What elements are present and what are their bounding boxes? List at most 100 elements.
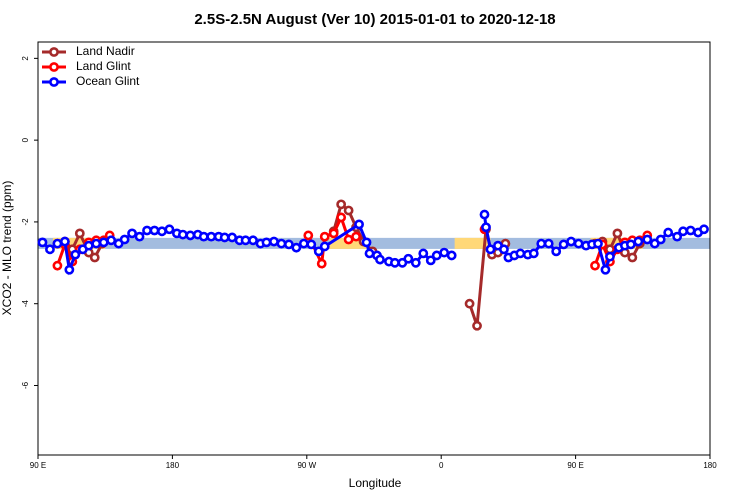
- data-point: [306, 239, 317, 250]
- data-point: [605, 251, 615, 262]
- series-line: [57, 201, 642, 327]
- chart-title: 2.5S-2.5N August (Ver 10) 2015-01-01 to …: [194, 11, 555, 28]
- data-point: [558, 239, 569, 250]
- y-tick-label: -6: [21, 381, 30, 389]
- data-point: [70, 249, 81, 260]
- data-point: [319, 241, 330, 252]
- data-point: [343, 234, 354, 245]
- data-point: [157, 226, 167, 237]
- data-point: [219, 232, 230, 243]
- data-point: [566, 236, 577, 247]
- data-point: [439, 247, 450, 258]
- data-point: [74, 228, 85, 239]
- background-band: [38, 237, 710, 249]
- data-point: [52, 238, 63, 249]
- data-point: [573, 238, 584, 249]
- data-point: [685, 225, 696, 236]
- data-point: [590, 260, 600, 271]
- data-point: [185, 230, 196, 241]
- data-point: [536, 238, 547, 249]
- data-point: [291, 242, 302, 253]
- legend-marker: [49, 77, 59, 87]
- data-point: [177, 229, 188, 240]
- data-point: [45, 244, 55, 255]
- data-point: [52, 260, 63, 271]
- data-point: [464, 298, 475, 309]
- data-point: [227, 232, 238, 243]
- data-point: [364, 248, 375, 259]
- data-point: [627, 252, 638, 263]
- data-point: [354, 219, 364, 230]
- data-point: [515, 248, 526, 259]
- data-point: [149, 225, 160, 236]
- data-point: [313, 246, 324, 257]
- data-point: [316, 258, 327, 269]
- data-point: [269, 236, 279, 247]
- data-point: [612, 228, 623, 239]
- data-point: [248, 235, 258, 246]
- x-tick-label: 0: [439, 461, 444, 470]
- y-tick-label: 2: [21, 56, 30, 61]
- data-point: [655, 234, 666, 245]
- data-point: [59, 236, 70, 247]
- data-point: [528, 248, 539, 259]
- data-point: [361, 237, 372, 248]
- data-point: [375, 254, 385, 265]
- data-point: [89, 252, 100, 263]
- data-point: [663, 227, 674, 238]
- x-tick-label: 180: [166, 461, 180, 470]
- data-point: [351, 231, 361, 242]
- data-point: [336, 199, 347, 210]
- data-point: [403, 253, 414, 264]
- data-point: [276, 238, 287, 249]
- data-point: [418, 248, 429, 259]
- data-point: [119, 234, 130, 245]
- background-band: [454, 237, 491, 249]
- x-axis-label: Longitude: [349, 476, 402, 490]
- data-point: [298, 238, 309, 249]
- data-point: [106, 235, 117, 246]
- x-tick-label: 180: [703, 461, 717, 470]
- data-point: [134, 231, 145, 242]
- data-point: [593, 238, 603, 249]
- data-point: [672, 231, 683, 242]
- data-point: [319, 231, 330, 242]
- data-point: [37, 237, 48, 248]
- data-point: [343, 205, 354, 216]
- data-point: [600, 264, 611, 275]
- data-point: [64, 264, 75, 275]
- data-point: [678, 226, 689, 237]
- data-point: [479, 209, 490, 220]
- plot-frame: [37, 41, 711, 456]
- data-point: [303, 230, 314, 241]
- data-point: [446, 250, 457, 261]
- data-point: [425, 255, 436, 266]
- x-tick-label: 90 E: [30, 461, 46, 470]
- data-point: [642, 234, 653, 245]
- legend-label: Land Glint: [76, 59, 131, 73]
- data-point: [127, 228, 137, 239]
- data-point: [390, 257, 400, 268]
- data-point: [98, 237, 109, 248]
- y-tick-label: -4: [21, 300, 30, 308]
- data-point: [328, 228, 339, 239]
- data-point: [625, 239, 636, 250]
- data-point: [198, 231, 209, 242]
- data-point: [499, 244, 509, 255]
- data-point: [240, 235, 251, 246]
- data-point: [472, 320, 482, 331]
- data-point: [543, 238, 554, 249]
- legend-marker: [49, 62, 59, 72]
- data-point: [699, 224, 709, 235]
- y-tick-label: 0: [21, 137, 30, 142]
- data-point: [206, 231, 217, 242]
- data-point: [410, 257, 421, 268]
- data-point: [551, 246, 562, 257]
- legend-marker: [49, 47, 59, 57]
- data-point: [83, 240, 94, 251]
- x-tick-label: 90 W: [297, 461, 316, 470]
- x-tick-label: 90 E: [567, 461, 583, 470]
- y-tick-label: -2: [21, 218, 30, 226]
- data-point: [485, 244, 496, 255]
